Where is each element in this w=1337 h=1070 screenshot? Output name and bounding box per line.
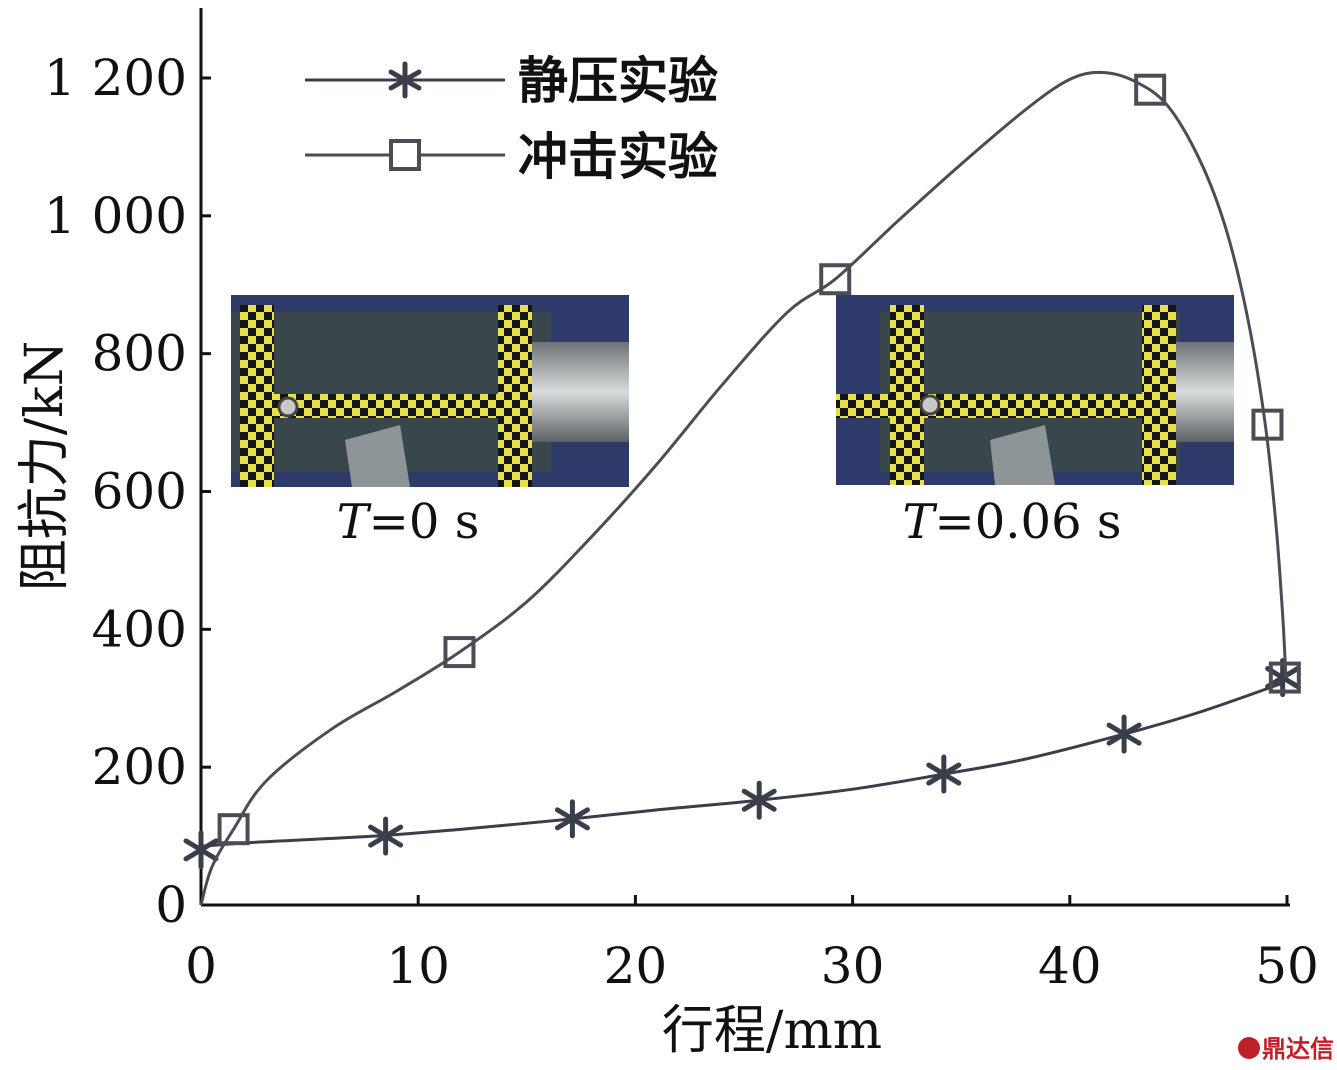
- y-tick-label: 800: [92, 325, 187, 383]
- y-ticks: 0 200 400 600 800 1 000 1 200: [44, 49, 211, 934]
- watermark-logo-icon: [1238, 1037, 1260, 1059]
- photo-t0-bolt: [277, 396, 299, 418]
- photo-t0-band-right: [498, 305, 532, 487]
- impact-test-point: [1268, 661, 1301, 694]
- asterisk-stroke: [183, 838, 219, 862]
- impact-test-point: [1134, 73, 1167, 106]
- x-tick-label: 0: [185, 937, 217, 995]
- series-impact: [199, 70, 1301, 906]
- y-tick-label: 0: [155, 876, 187, 934]
- impact-test-point: [217, 813, 250, 846]
- asterisk-stroke: [554, 807, 590, 831]
- asterisk-stroke: [741, 788, 777, 812]
- photo-t0-band-left: [240, 305, 274, 487]
- series-layer: [183, 70, 1301, 906]
- y-tick-label: 200: [92, 738, 187, 796]
- watermark-text: 鼎达信: [1262, 1035, 1334, 1063]
- static-test-point: [741, 780, 777, 820]
- photo-t006: [836, 295, 1234, 485]
- watermark-logo: 鼎达信: [1238, 1035, 1334, 1063]
- static-test-point: [368, 816, 404, 856]
- legend-item-impact: 冲击实验: [305, 128, 718, 186]
- static-test-point: [554, 799, 590, 839]
- series-static: [183, 658, 1301, 870]
- photo-t006-band-middle: [836, 394, 1142, 418]
- asterisk-stroke: [926, 762, 962, 786]
- impact-test-point: [443, 636, 476, 669]
- photo-t0-caption: T=0 s: [337, 494, 480, 550]
- impact-test-curve: [199, 70, 1288, 906]
- y-axis-title: 阻抗力/kN: [15, 341, 75, 592]
- static-test-point: [1106, 714, 1142, 754]
- photo-t0-band-middle: [274, 394, 498, 418]
- y-tick-label: 1 000: [44, 187, 187, 245]
- photo-t006-cable: [990, 425, 1055, 485]
- axes: [199, 8, 1290, 907]
- legend-item-static: 静压实验: [305, 52, 718, 110]
- x-tick-label: 50: [1255, 937, 1319, 995]
- legend-impact-label: 冲击实验: [518, 128, 718, 186]
- x-tick-label: 30: [821, 937, 885, 995]
- y-tick-label: 400: [92, 600, 187, 658]
- photo-t0-cable: [345, 425, 410, 487]
- photo-t006-piston: [1165, 342, 1234, 442]
- legend: 静压实验 冲击实验: [305, 52, 718, 186]
- asterisk-stroke: [1106, 722, 1142, 746]
- x-axis-title: 行程/mm: [662, 1001, 882, 1061]
- static-test-point: [926, 754, 962, 794]
- photo-t0: [231, 295, 629, 487]
- y-tick-label: 600: [92, 463, 187, 521]
- legend-static-asterisk-icon: [388, 61, 422, 99]
- y-tick-label: 1 200: [44, 49, 187, 107]
- legend-static-label: 静压实验: [518, 52, 718, 110]
- photo-t0-piston: [520, 342, 629, 442]
- x-tick-label: 20: [604, 937, 668, 995]
- impact-test-point: [819, 263, 852, 296]
- static-test-curve: [200, 681, 1284, 848]
- static-test-point: [183, 830, 219, 870]
- impact-test-point: [1251, 408, 1284, 441]
- x-ticks: 0 10 20 30 40 50: [185, 895, 1319, 995]
- photo-t006-caption: T=0.06 s: [903, 494, 1122, 550]
- legend-impact-square-icon: [389, 139, 421, 171]
- x-tick-label: 10: [386, 937, 450, 995]
- photo-t006-bolt: [919, 394, 941, 416]
- x-tick-label: 40: [1038, 937, 1102, 995]
- asterisk-stroke: [368, 824, 404, 848]
- photo-t006-band-right: [1142, 305, 1176, 485]
